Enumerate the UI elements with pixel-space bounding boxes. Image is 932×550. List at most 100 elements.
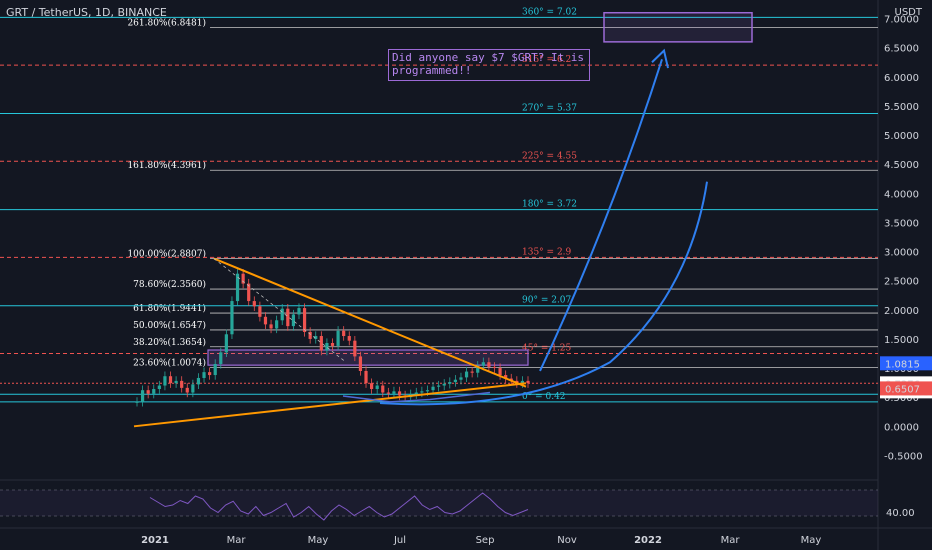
annotation-box[interactable]: Did anyone say $7 $GRT? It is programmed… (388, 49, 590, 81)
projection-arrow-main (539, 59, 663, 372)
candle-body (291, 314, 295, 327)
gann-level-label: 225° = 4.55 (522, 151, 577, 161)
y-tick-label: 6.0000 (884, 73, 919, 84)
fib-level-label: 161.80%(4.3961) (127, 160, 206, 171)
candle-body (308, 331, 312, 339)
y-tick-label: 4.5000 (884, 160, 919, 171)
y-tick-label: 1.5000 (884, 335, 919, 346)
fib-level-label: 23.60%(1.0074) (133, 358, 206, 369)
y-tick-label: 4.0000 (884, 189, 919, 200)
candle-body (481, 362, 485, 366)
candle-body (526, 380, 530, 384)
currency-label: USDT (894, 7, 922, 18)
y-tick-label: 7.0000 (884, 15, 919, 26)
rsi-band-fill (0, 490, 878, 516)
candle-body (453, 379, 457, 383)
candle-body (375, 385, 379, 390)
rsi-value-label: 40.00 (886, 508, 915, 519)
gann-level-label: 135° = 2.9 (522, 247, 572, 257)
price-badge-label: 1.0815 (885, 359, 920, 370)
fib-level-label: 100.00%(2.8807) (127, 249, 206, 260)
candle-body (219, 352, 223, 364)
candle-body (140, 390, 145, 402)
gann-level-label: 90° = 2.07 (522, 296, 572, 306)
candle-body (297, 308, 301, 315)
price-badge (880, 381, 932, 396)
gann-level-label: 270° = 5.37 (522, 104, 577, 114)
fib-level-label: 61.80%(1.9441) (133, 303, 206, 314)
candle-body (397, 391, 402, 396)
candle-body (168, 376, 173, 384)
candle-body (437, 385, 441, 387)
candle-body (336, 330, 340, 346)
candle-body (286, 308, 290, 327)
candle-body (174, 380, 178, 384)
candle-body (464, 371, 469, 378)
candle-body (213, 363, 217, 376)
candle-body (191, 384, 195, 393)
candle-body (470, 371, 474, 373)
candle-body (275, 320, 279, 329)
trendline-descending (213, 257, 527, 388)
rsi-line (149, 492, 529, 521)
y-tick-label: 2.0000 (884, 306, 919, 317)
candle-body (325, 343, 329, 351)
candle-body (381, 385, 385, 393)
candle-body (431, 386, 435, 391)
candle-body (163, 376, 167, 386)
fib-level-label: 38.20%(1.3654) (133, 337, 206, 348)
x-tick-label: Sep (476, 535, 495, 546)
y-tick-label: 0.0000 (884, 422, 919, 433)
candle-body (252, 301, 256, 307)
price-badge-label: 0.6507 (885, 384, 920, 395)
target-zone-box (603, 11, 753, 43)
x-tick-label: 2021 (141, 535, 169, 546)
y-tick-label: -0.5000 (884, 451, 923, 462)
y-tick-label: 3.5000 (884, 218, 919, 229)
y-tick-label: 5.5000 (884, 102, 919, 113)
candle-body (208, 372, 212, 376)
candle-body (258, 306, 262, 317)
gann-level-label: 315° = 6.2 (522, 55, 571, 65)
candle-body (364, 370, 368, 384)
x-tick-label: Mar (227, 535, 247, 546)
y-tick-label: 2.5000 (884, 277, 919, 288)
x-tick-label: May (801, 535, 822, 546)
candle-body (269, 324, 273, 329)
x-tick-label: May (308, 535, 329, 546)
candle-body (319, 336, 323, 351)
candle-body (487, 362, 491, 367)
candle-body (330, 343, 335, 346)
gann-level-label: 180° = 3.72 (522, 200, 577, 210)
candle-body (358, 356, 363, 371)
base-curve (342, 391, 491, 403)
y-tick-label: 5.0000 (884, 131, 919, 142)
x-tick-label: Nov (557, 535, 577, 546)
x-tick-label: Mar (721, 535, 741, 546)
fib-level-label: 78.60%(2.3560) (133, 279, 206, 290)
candle-body (347, 336, 351, 341)
trendline-ascending (133, 382, 527, 428)
y-tick-label: 0.5000 (884, 393, 919, 404)
candle-body (230, 301, 234, 335)
candle-body (241, 273, 245, 284)
candle-body (146, 390, 150, 394)
projection-arrowhead (651, 48, 669, 69)
candle-body (448, 382, 452, 384)
candle-body (342, 330, 346, 337)
candle-body (370, 383, 374, 390)
chart-title: GRT / TetherUS, 1D, BINANCE (6, 6, 167, 19)
candle-body (420, 391, 424, 393)
gann-level-label: 360° = 7.02 (522, 7, 577, 17)
x-tick-label: 2022 (634, 535, 662, 546)
candle-body (135, 401, 139, 403)
dashed-guide (213, 258, 347, 363)
candle-body (185, 387, 189, 393)
fib-level-label: 50.00%(1.6547) (133, 320, 206, 331)
fib-level-label: 261.80%(6.8481) (127, 17, 206, 28)
candle-body (235, 273, 240, 302)
candle-body (224, 334, 228, 353)
gann-level-label: 45° = 1.25 (522, 344, 572, 354)
y-tick-label: 6.5000 (884, 44, 919, 55)
